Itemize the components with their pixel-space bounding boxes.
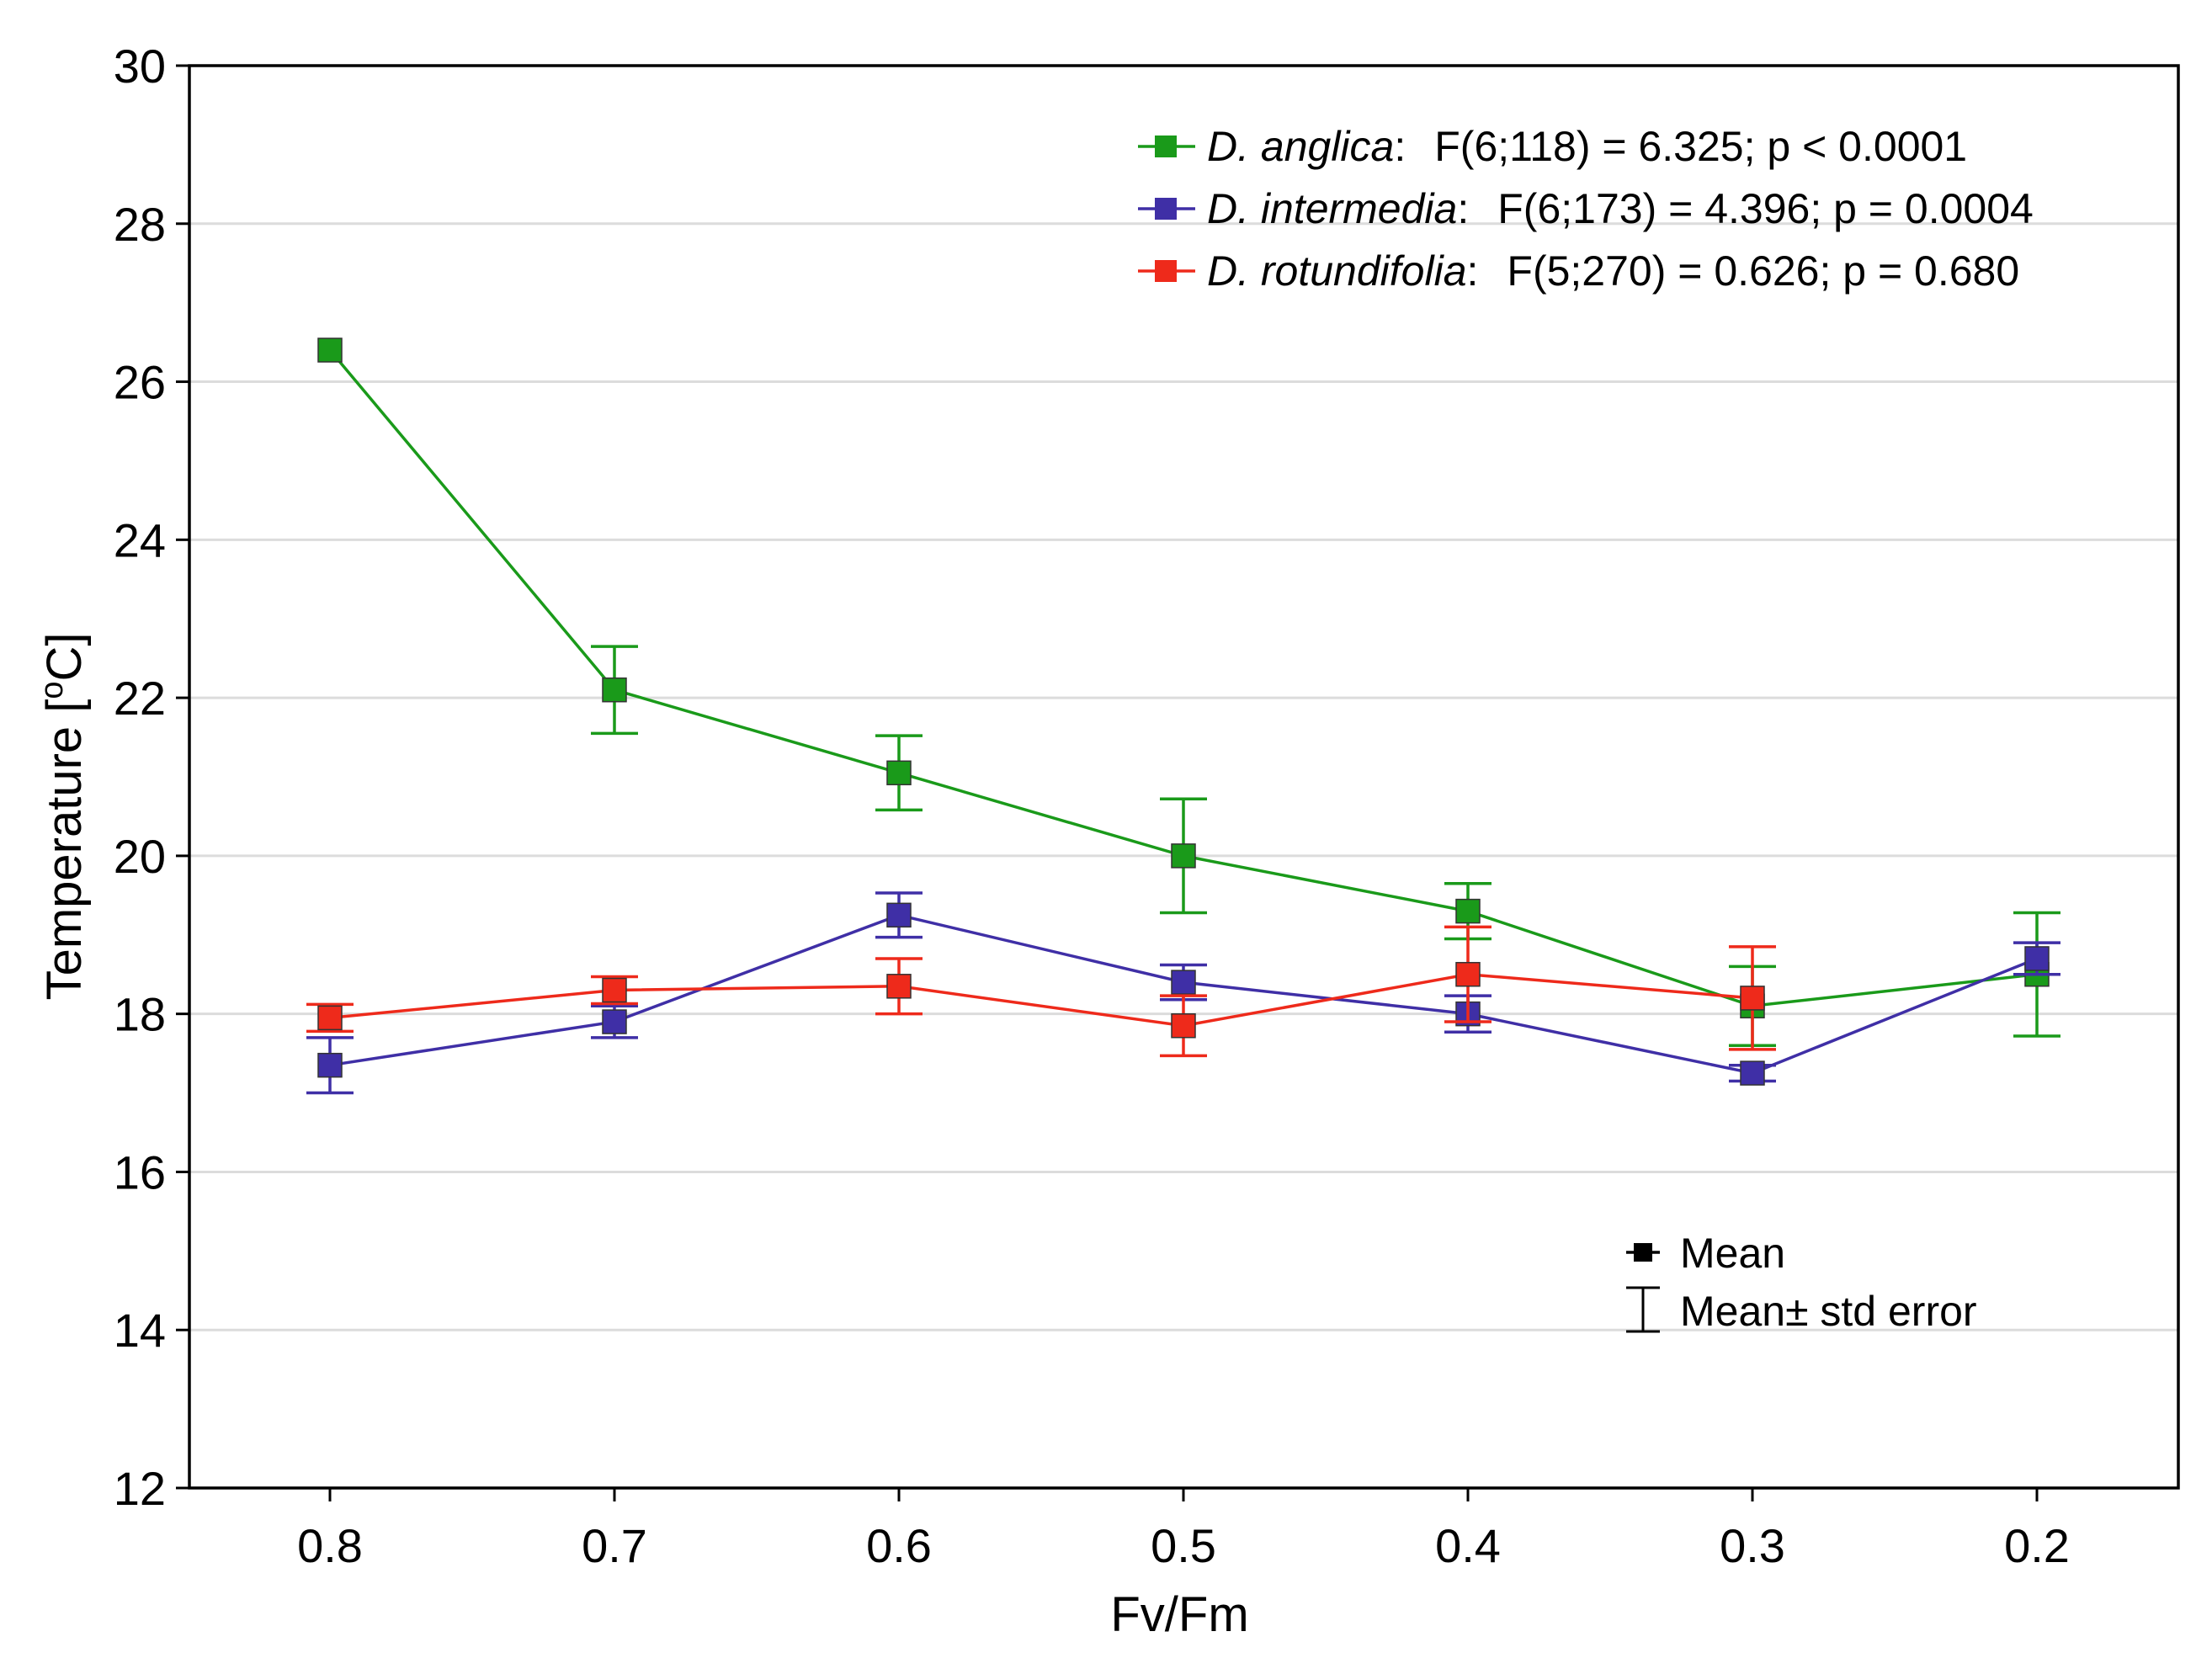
- y-tick-label: 30: [114, 40, 166, 93]
- legend-species-name: D. rotundifolia: [1207, 247, 1467, 295]
- data-point: [886, 974, 912, 999]
- legend-marker: [1155, 260, 1177, 282]
- legend-statistic: F(6;118) = 6.325; p < 0.0001: [1434, 123, 1967, 170]
- series-d-rotundifolia: [306, 925, 1776, 1058]
- data-point: [1455, 961, 1481, 987]
- legend-statistic: F(5;270) = 0.626; p = 0.680: [1507, 247, 2019, 295]
- y-tick-label: 24: [114, 513, 166, 566]
- y-tick-label: 20: [114, 830, 166, 883]
- y-tick-label: 28: [114, 198, 166, 251]
- legend-marker: [1155, 198, 1177, 220]
- data-point: [1455, 898, 1481, 924]
- y-tick-label: 12: [114, 1462, 166, 1515]
- legend-entry: D. rotundifolia: F(5;270) = 0.626; p = 0.…: [1138, 247, 2019, 295]
- y-axis-title-degree: o: [35, 681, 70, 699]
- data-point: [1171, 970, 1196, 995]
- data-point: [1171, 843, 1196, 869]
- legend-label: D. intermedia: F(6;173) = 4.396; p = 0.00…: [1207, 185, 2034, 232]
- y-axis-title: Temperature [oC]: [35, 632, 92, 1000]
- data-point: [317, 1052, 343, 1078]
- x-axis-title: Fv/Fm: [1110, 1587, 1248, 1642]
- axes: 12 14 16 18 20 22 24 26 28 30 0.8 0.7 0.6 0.5 0.4 0.3 0.…: [35, 40, 2180, 1642]
- legend-label: D. rotundifolia: F(5;270) = 0.626; p = 0.…: [1207, 247, 2019, 295]
- series-line: [329, 972, 1753, 1028]
- data-point: [317, 337, 343, 363]
- data-point: [602, 1009, 627, 1034]
- x-tick-label: 0.8: [297, 1519, 363, 1572]
- legend: D. anglica: F(6;118) = 6.325; p < 0.0001D…: [1138, 123, 2034, 295]
- y-tick-label: 22: [114, 672, 166, 725]
- data-point: [1171, 1013, 1196, 1039]
- legend-colon: :: [1394, 123, 1406, 170]
- key-error-label: Mean± std error: [1680, 1288, 1977, 1335]
- y-tick-label: 14: [114, 1304, 166, 1357]
- data-point: [886, 760, 912, 786]
- data-point: [602, 677, 627, 703]
- y-tick-label: 26: [114, 356, 166, 409]
- legend-marker: [1155, 136, 1177, 157]
- data-point: [602, 977, 627, 1003]
- x-tick-label: 0.4: [1435, 1519, 1501, 1572]
- key-mean-marker: [1634, 1243, 1652, 1262]
- x-tick-label: 0.5: [1151, 1519, 1216, 1572]
- y-axis-title-unit: C]: [37, 632, 92, 681]
- data-point: [317, 1005, 343, 1031]
- legend-species-name: D. anglica: [1207, 123, 1394, 170]
- x-tick-label: 0.6: [866, 1519, 932, 1572]
- data-point: [1740, 1060, 1765, 1086]
- legend-colon: :: [1467, 247, 1479, 295]
- y-tick-label: 18: [114, 988, 166, 1041]
- legend-label: D. anglica: F(6;118) = 6.325; p < 0.0001: [1207, 123, 1967, 170]
- legend-entry: D. intermedia: F(6;173) = 4.396; p = 0.00…: [1138, 185, 2034, 232]
- x-tick-label: 0.7: [582, 1519, 647, 1572]
- statistics-key: Mean Mean± std error: [1626, 1230, 1977, 1335]
- x-tick-label: 0.3: [1720, 1519, 1785, 1572]
- legend-statistic: F(6;173) = 4.396; p = 0.0004: [1497, 185, 2034, 232]
- legend-entry: D. anglica: F(6;118) = 6.325; p < 0.0001: [1138, 123, 1967, 170]
- data-point: [1740, 986, 1765, 1011]
- legend-species-name: D. intermedia: [1207, 185, 1457, 232]
- x-tick-label: 0.2: [2004, 1519, 2070, 1572]
- y-tick-label: 16: [114, 1145, 166, 1198]
- data-point: [886, 902, 912, 928]
- key-mean-label: Mean: [1680, 1230, 1785, 1277]
- data-point: [2024, 946, 2050, 971]
- series-layer: [306, 337, 2060, 1095]
- legend-colon: :: [1457, 185, 1469, 232]
- y-axis-title-main: Temperature [: [37, 699, 92, 1001]
